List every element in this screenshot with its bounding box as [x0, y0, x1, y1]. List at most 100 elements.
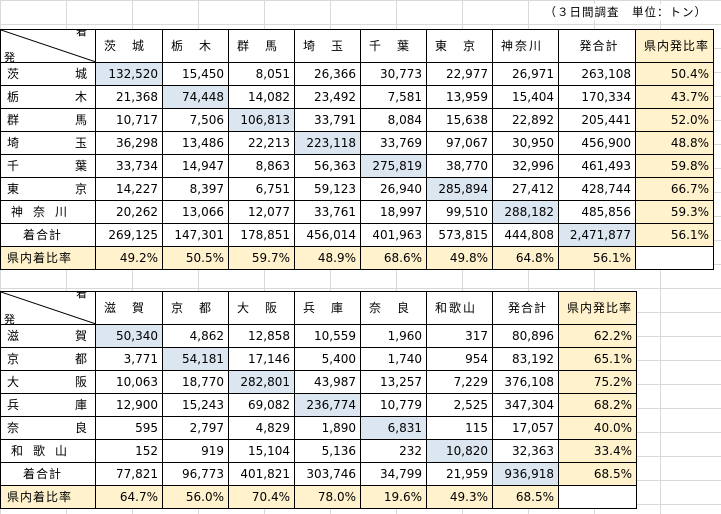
flow-cell[interactable]: 10,820 — [426, 439, 493, 463]
total-cell[interactable]: 178,851 — [228, 223, 295, 247]
flow-cell[interactable]: 56,363 — [294, 154, 361, 178]
flow-cell[interactable]: 26,971 — [492, 62, 559, 86]
flow-cell[interactable]: 8,051 — [228, 62, 295, 86]
flow-cell[interactable]: 13,257 — [360, 370, 427, 394]
flow-cell[interactable]: 23,492 — [294, 85, 361, 109]
col-header[interactable]: 滋 賀 — [95, 291, 163, 325]
flow-cell[interactable]: 595 — [95, 416, 163, 440]
flow-cell[interactable]: 10,559 — [294, 324, 361, 348]
ratio-cell[interactable]: 49.8% — [426, 246, 493, 270]
total-label[interactable]: 着合計 — [0, 223, 96, 247]
flow-cell[interactable]: 10,779 — [360, 393, 427, 417]
flow-cell[interactable]: 13,486 — [162, 131, 229, 155]
flow-cell[interactable]: 152 — [95, 439, 163, 463]
ratio-cell[interactable]: 49.2% — [95, 246, 163, 270]
origin-total-cell[interactable]: 205,441 — [558, 108, 636, 132]
flow-cell[interactable]: 236,774 — [294, 393, 361, 417]
flow-cell[interactable]: 6,751 — [228, 177, 295, 201]
flow-cell[interactable]: 15,104 — [228, 439, 295, 463]
flow-cell[interactable]: 2,525 — [426, 393, 493, 417]
col-header[interactable]: 栃 木 — [162, 29, 229, 63]
flow-cell[interactable]: 38,770 — [426, 154, 493, 178]
flow-cell[interactable]: 27,412 — [492, 177, 559, 201]
origin-total-cell[interactable]: 485,856 — [558, 200, 636, 224]
total-cell[interactable]: 2,471,877 — [558, 223, 636, 247]
flow-cell[interactable]: 4,862 — [162, 324, 229, 348]
flow-cell[interactable]: 8,084 — [360, 108, 427, 132]
flow-cell[interactable]: 97,067 — [426, 131, 493, 155]
flow-cell[interactable]: 7,506 — [162, 108, 229, 132]
col-header[interactable]: 兵 庫 — [294, 291, 361, 325]
flow-cell[interactable]: 5,136 — [294, 439, 361, 463]
flow-cell[interactable]: 36,298 — [95, 131, 163, 155]
ratio-cell[interactable]: 78.0% — [294, 485, 361, 509]
ratio-cell[interactable]: 49.3% — [426, 485, 493, 509]
ratio-label[interactable]: 県内着比率 — [0, 485, 96, 509]
total-cell[interactable]: 269,125 — [95, 223, 163, 247]
flow-cell[interactable]: 50,340 — [95, 324, 163, 348]
origin-total-cell[interactable]: 17,057 — [492, 416, 559, 440]
row-label[interactable]: 茨城 — [0, 62, 96, 86]
flow-cell[interactable]: 285,894 — [426, 177, 493, 201]
flow-cell[interactable]: 1,890 — [294, 416, 361, 440]
flow-cell[interactable]: 15,450 — [162, 62, 229, 86]
origin-ratio-cell[interactable]: 62.2% — [557, 324, 638, 348]
origin-total-cell[interactable]: 347,304 — [492, 393, 559, 417]
col-header[interactable]: 発合計 — [492, 291, 559, 325]
flow-cell[interactable]: 954 — [426, 347, 493, 371]
flow-cell[interactable]: 4,829 — [228, 416, 295, 440]
origin-total-cell[interactable]: 376,108 — [492, 370, 559, 394]
flow-cell[interactable]: 33,791 — [294, 108, 361, 132]
flow-cell[interactable]: 288,182 — [492, 200, 559, 224]
flow-cell[interactable]: 20,262 — [95, 200, 163, 224]
flow-cell[interactable]: 32,996 — [492, 154, 559, 178]
flow-cell[interactable]: 33,769 — [360, 131, 427, 155]
total-cell[interactable]: 56.1% — [634, 223, 715, 247]
origin-total-cell[interactable]: 428,744 — [558, 177, 636, 201]
col-header[interactable]: 群 馬 — [228, 29, 295, 63]
total-cell[interactable]: 96,773 — [162, 462, 229, 486]
col-header[interactable]: 県内発比率 — [557, 291, 638, 325]
flow-cell[interactable]: 33,734 — [95, 154, 163, 178]
row-label[interactable]: 滋賀 — [0, 324, 96, 348]
total-cell[interactable]: 444,808 — [492, 223, 559, 247]
flow-cell[interactable]: 919 — [162, 439, 229, 463]
flow-cell[interactable]: 3,771 — [95, 347, 163, 371]
flow-cell[interactable]: 33,761 — [294, 200, 361, 224]
ratio-cell[interactable]: 56.1% — [558, 246, 636, 270]
ratio-cell[interactable]: 64.7% — [95, 485, 163, 509]
total-cell[interactable]: 77,821 — [95, 462, 163, 486]
col-header[interactable]: 千 葉 — [360, 29, 427, 63]
flow-cell[interactable]: 15,243 — [162, 393, 229, 417]
flow-cell[interactable]: 2,797 — [162, 416, 229, 440]
row-label[interactable]: 大阪 — [0, 370, 96, 394]
row-label[interactable]: 奈良 — [0, 416, 96, 440]
total-cell[interactable]: 303,746 — [294, 462, 361, 486]
flow-cell[interactable]: 115 — [426, 416, 493, 440]
flow-cell[interactable]: 14,227 — [95, 177, 163, 201]
flow-cell[interactable]: 8,397 — [162, 177, 229, 201]
row-label[interactable]: 京都 — [0, 347, 96, 371]
flow-cell[interactable]: 22,892 — [492, 108, 559, 132]
flow-cell[interactable]: 1,960 — [360, 324, 427, 348]
total-cell[interactable]: 68.5% — [557, 462, 638, 486]
origin-ratio-cell[interactable]: 68.2% — [557, 393, 638, 417]
col-header[interactable]: 大 阪 — [228, 291, 295, 325]
origin-ratio-cell[interactable]: 59.3% — [634, 200, 715, 224]
ratio-cell[interactable]: 64.8% — [492, 246, 559, 270]
flow-cell[interactable]: 317 — [426, 324, 493, 348]
flow-cell[interactable]: 223,118 — [294, 131, 361, 155]
origin-total-cell[interactable]: 80,896 — [492, 324, 559, 348]
origin-ratio-cell[interactable]: 50.4% — [634, 62, 715, 86]
flow-cell[interactable]: 69,082 — [228, 393, 295, 417]
flow-cell[interactable]: 17,146 — [228, 347, 295, 371]
flow-cell[interactable]: 15,404 — [492, 85, 559, 109]
flow-cell[interactable]: 74,448 — [162, 85, 229, 109]
flow-cell[interactable]: 15,638 — [426, 108, 493, 132]
total-cell[interactable]: 936,918 — [492, 462, 559, 486]
ratio-empty-cell[interactable] — [557, 485, 638, 509]
col-header[interactable]: 和歌山 — [426, 291, 493, 325]
flow-cell[interactable]: 14,082 — [228, 85, 295, 109]
origin-ratio-cell[interactable]: 75.2% — [557, 370, 638, 394]
flow-cell[interactable]: 6,831 — [360, 416, 427, 440]
